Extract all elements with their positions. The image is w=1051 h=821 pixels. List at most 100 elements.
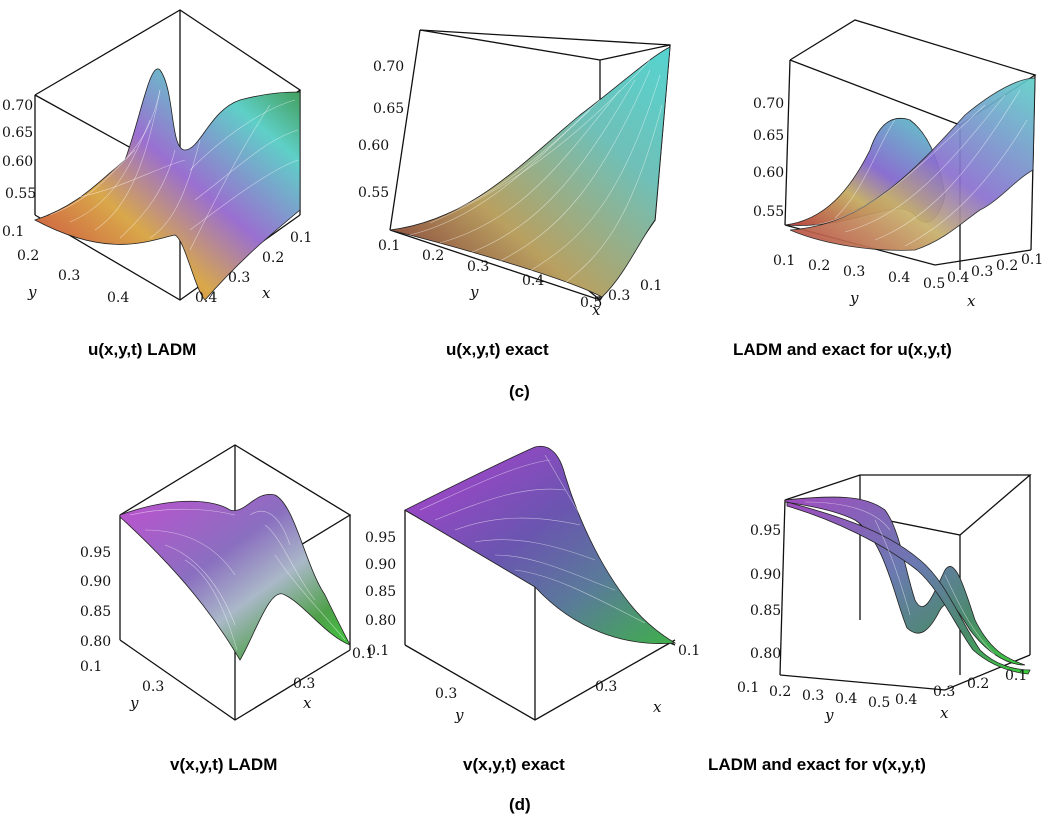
y-axis-label: y <box>849 289 859 307</box>
y-axis-label: y <box>27 283 37 301</box>
x-tick: 0.3 <box>608 288 630 304</box>
x-tick: 0.3 <box>595 679 617 695</box>
z-axis-ticks: 0.70 0.65 0.60 0.55 <box>358 59 404 201</box>
caption-u-compare: LADM and exact for u(x,y,t) <box>733 340 952 359</box>
surface-v-ladm <box>119 494 351 661</box>
x-tick: 0.3 <box>971 264 993 280</box>
y-tick: 0.3 <box>435 686 457 702</box>
z-axis-ticks: 0.70 0.65 0.60 0.55 <box>2 98 36 202</box>
z-tick: 0.60 <box>358 138 389 154</box>
z-tick: 0.85 <box>80 604 111 620</box>
z-tick: 0.80 <box>750 646 781 662</box>
x-tick: 0.1 <box>1021 252 1043 268</box>
z-tick: 0.95 <box>750 523 781 539</box>
surface-u-ladm <box>33 68 301 301</box>
plot-canvas: 0.95 0.90 0.85 0.80 0.1 0.3 0.3 0.1 y x <box>80 444 374 721</box>
surface-v-exact <box>404 445 677 644</box>
z-tick: 0.90 <box>80 574 111 590</box>
y-tick: 0.4 <box>888 270 910 286</box>
x-tick: 0.3 <box>293 676 315 692</box>
y-axis-ticks: 0.1 0.3 <box>80 659 164 695</box>
y-tick: 0.1 <box>773 253 795 269</box>
x-axis-ticks: 0.3 0.1 <box>595 643 700 695</box>
plot-canvas: 0.95 0.90 0.85 0.80 0.1 0.2 0.3 0.4 0.5 … <box>737 474 1032 724</box>
y-tick: 0.5 <box>868 695 890 711</box>
x-axis-ticks: 0.3 0.1 <box>293 646 374 692</box>
surface-u-exact <box>389 46 671 298</box>
y-tick: 0.4 <box>522 273 544 289</box>
y-axis-label: y <box>129 694 139 712</box>
surface-plot-v-ladm: 0.95 0.90 0.85 0.80 0.1 0.3 0.3 0.1 y x <box>75 435 395 735</box>
z-axis-ticks: 0.95 0.90 0.85 0.80 <box>80 545 111 650</box>
x-tick: 0.4 <box>195 290 217 306</box>
x-tick: 0.3 <box>933 684 955 700</box>
x-axis-label: x <box>262 284 271 302</box>
plot-canvas: 0.95 0.90 0.85 0.80 0.1 0.3 0.3 0.1 y x <box>365 445 700 724</box>
x-axis-ticks: 0.4 0.3 0.2 0.1 <box>895 668 1027 708</box>
x-axis-label: x <box>940 704 949 722</box>
y-tick: 0.3 <box>58 268 80 284</box>
group-label-d: (d) <box>509 795 531 814</box>
y-tick: 0.1 <box>367 643 389 659</box>
x-tick: 0.2 <box>262 250 284 266</box>
z-tick: 0.65 <box>2 125 33 141</box>
caption-v-compare: LADM and exact for v(x,y,t) <box>708 755 926 774</box>
plot-canvas: 0.70 0.65 0.60 0.55 0.1 0.2 0.3 0.4 0.5 … <box>358 29 671 319</box>
x-axis-label: x <box>592 301 601 319</box>
z-tick: 0.85 <box>365 584 396 600</box>
z-tick: 0.60 <box>2 154 33 170</box>
z-tick: 0.95 <box>365 530 396 546</box>
x-tick: 0.1 <box>640 278 662 294</box>
x-tick: 0.5 <box>580 295 602 311</box>
y-tick: 0.3 <box>467 259 489 275</box>
y-tick: 0.1 <box>2 224 24 240</box>
y-tick: 0.2 <box>17 248 39 264</box>
surface-ladm-v <box>784 496 1026 666</box>
z-tick: 0.70 <box>373 59 404 75</box>
x-tick: 0.1 <box>1005 668 1027 684</box>
surface-plot-v-compare: 0.95 0.90 0.85 0.80 0.1 0.2 0.3 0.4 0.5 … <box>735 460 1045 730</box>
y-axis-label: y <box>824 706 834 724</box>
y-axis-label: y <box>469 283 479 301</box>
x-tick: 0.4 <box>947 270 969 286</box>
z-axis-ticks: 0.95 0.90 0.85 0.80 <box>365 530 396 629</box>
surface-plot-v-exact: 0.95 0.90 0.85 0.80 0.1 0.3 0.3 0.1 y x <box>365 415 700 730</box>
x-tick: 0.3 <box>228 270 250 286</box>
y-axis-ticks: 0.1 0.2 0.3 0.4 <box>378 238 544 289</box>
y-tick: 0.5 <box>923 276 945 292</box>
x-tick: 0.4 <box>895 692 917 708</box>
z-tick: 0.60 <box>753 165 784 181</box>
z-tick: 0.90 <box>750 567 781 583</box>
caption-u-ladm: u(x,y,t) LADM <box>88 340 197 359</box>
y-axis-ticks: 0.1 0.2 0.3 0.4 0.5 <box>773 253 945 292</box>
caption-v-exact: v(x,y,t) exact <box>463 755 565 774</box>
z-tick: 0.55 <box>358 185 389 201</box>
y-axis-ticks: 0.1 0.3 <box>367 643 457 702</box>
z-tick: 0.95 <box>80 545 111 561</box>
y-tick: 0.3 <box>802 688 824 704</box>
y-axis-label: y <box>454 706 464 724</box>
z-tick: 0.70 <box>2 98 33 114</box>
z-tick: 0.80 <box>365 613 396 629</box>
plot-canvas: 0.70 0.65 0.60 0.55 0.1 0.2 0.3 0.4 0.1 … <box>2 9 312 306</box>
y-axis-ticks: 0.1 0.2 0.3 0.4 <box>2 224 129 306</box>
z-tick: 0.55 <box>5 186 36 202</box>
surface-exact-v <box>786 501 1031 675</box>
y-tick: 0.1 <box>80 659 102 675</box>
y-tick: 0.3 <box>843 264 865 280</box>
x-axis-ticks: 0.1 0.2 0.3 0.4 <box>195 230 312 306</box>
caption-u-exact: u(x,y,t) exact <box>446 340 549 359</box>
y-tick: 0.2 <box>422 248 444 264</box>
z-axis-ticks: 0.70 0.65 0.60 0.55 <box>753 96 784 220</box>
x-tick: 0.2 <box>996 258 1018 274</box>
y-tick: 0.3 <box>142 679 164 695</box>
z-axis-ticks: 0.95 0.90 0.85 0.80 <box>750 523 781 662</box>
y-tick: 0.4 <box>107 290 129 306</box>
y-tick: 0.1 <box>378 238 400 254</box>
plot-canvas: 0.70 0.65 0.60 0.55 0.1 0.2 0.3 0.4 0.5 … <box>753 19 1043 310</box>
y-axis-ticks: 0.1 0.2 0.3 0.4 0.5 <box>737 680 890 711</box>
y-tick: 0.4 <box>835 691 857 707</box>
group-label-c: (c) <box>509 382 530 401</box>
z-tick: 0.65 <box>753 128 784 144</box>
x-axis-ticks: 0.4 0.3 0.2 0.1 <box>947 252 1043 286</box>
